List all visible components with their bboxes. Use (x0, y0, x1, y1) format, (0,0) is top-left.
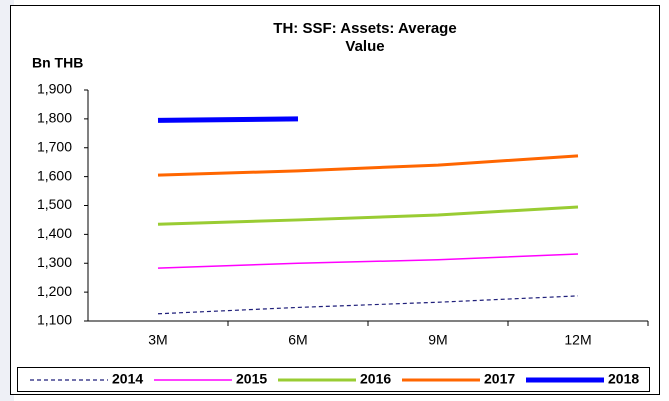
legend-label: 2016 (360, 371, 391, 387)
y-tick-label: 1,100 (37, 312, 72, 328)
legend-label: 2018 (608, 371, 639, 387)
series-line (157, 295, 579, 315)
legend-label: 2015 (236, 371, 267, 387)
y-tick-label: 1,600 (37, 167, 72, 183)
y-tick-label: 1,900 (37, 81, 72, 97)
y-tick-label: 1,200 (37, 283, 72, 299)
x-tick-label: 6M (288, 332, 307, 348)
x-tick-label: 3M (148, 332, 167, 348)
series-line (157, 154, 579, 177)
y-tick-label: 1,400 (37, 225, 72, 241)
y-tick-label: 1,800 (37, 110, 72, 126)
chart-frame (10, 5, 660, 395)
chart-title: TH: SSF: Assets: Average Value (273, 20, 457, 55)
x-tick-label: 9M (428, 332, 447, 348)
y-tick-label: 1,500 (37, 196, 72, 212)
y-tick-label: 1,300 (37, 254, 72, 270)
legend-label: 2014 (112, 371, 143, 387)
y-tick-label: 1,700 (37, 138, 72, 154)
series-line (157, 116, 299, 123)
legend-label: 2017 (484, 371, 515, 387)
series-line (157, 205, 579, 226)
y-axis-label: Bn THB (32, 55, 83, 71)
series-line (157, 253, 579, 269)
x-tick-label: 12M (564, 332, 591, 348)
